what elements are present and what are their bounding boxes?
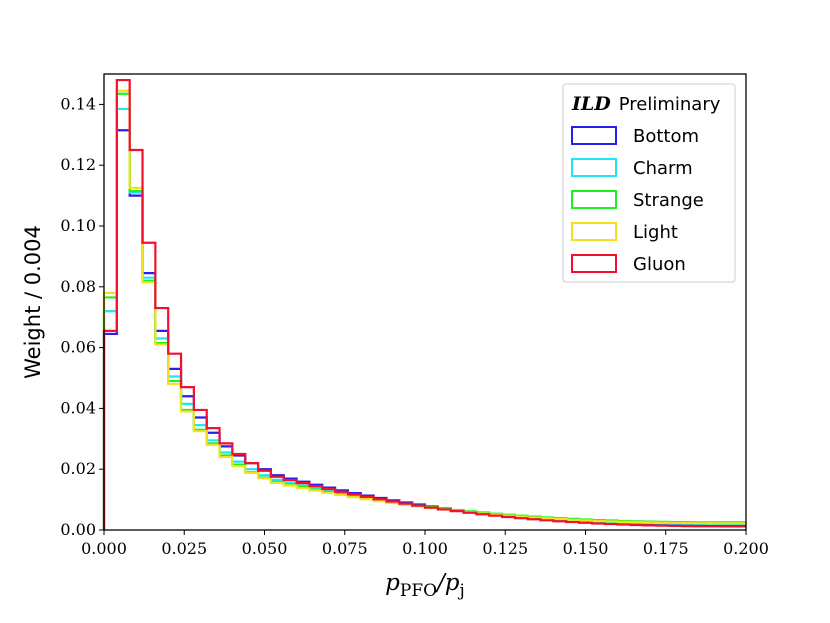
y-tick-label: 0.08 — [60, 277, 96, 296]
legend-label-light: Light — [633, 222, 678, 243]
x-tick-label: 0.150 — [563, 539, 609, 558]
legend-entries: Bottom Charm Strange Light Gluon — [571, 126, 704, 275]
x-tick-label: 0.125 — [482, 539, 528, 558]
legend-box — [562, 83, 736, 283]
legend-label-strange: Strange — [633, 190, 704, 211]
legend-swatch-light — [571, 222, 617, 241]
y-tick-label: 0.04 — [60, 398, 96, 417]
series-gluon-line — [102, 78, 746, 530]
x-tick-label: 0.175 — [643, 539, 689, 558]
legend-swatch-charm — [571, 158, 617, 177]
x-tick-label: 0.050 — [242, 539, 288, 558]
x-label-j: j — [458, 581, 465, 601]
x-tick-label: 0.000 — [81, 539, 127, 558]
legend-swatch-bottom — [571, 126, 617, 145]
x-axis-label: pPFO/pj — [385, 570, 465, 601]
x-label-rest: /p — [435, 570, 460, 596]
legend-title-preliminary: Preliminary — [619, 94, 721, 115]
legend-label-charm: Charm — [633, 158, 693, 179]
y-tick-label: 0.14 — [60, 94, 96, 113]
legend-swatch-gluon — [571, 254, 617, 273]
legend-title: ILD Preliminary — [571, 93, 721, 115]
x-tick-label: 0.200 — [723, 539, 769, 558]
y-axis: 0.00 0.02 0.04 0.06 0.08 0.10 0.12 0.14 — [60, 94, 104, 539]
legend-label-bottom: Bottom — [633, 126, 699, 147]
x-tick-label: 0.100 — [402, 539, 448, 558]
y-tick-label: 0.06 — [60, 338, 96, 357]
legend: ILD Preliminary Bottom Charm Strange Light Gl… — [562, 83, 736, 283]
legend-title-ild: ILD — [571, 93, 611, 115]
x-tick-label: 0.025 — [161, 539, 207, 558]
legend-swatch-strange — [571, 190, 617, 209]
plot-area — [102, 78, 746, 530]
x-tick-label: 0.075 — [322, 539, 368, 558]
y-tick-label: 0.10 — [60, 216, 96, 235]
y-tick-label: 0.00 — [60, 520, 96, 539]
legend-label-gluon: Gluon — [633, 254, 686, 275]
x-label-p: p — [385, 570, 400, 596]
x-label-pfo: PFO — [400, 581, 437, 601]
x-axis: 0.000 0.025 0.050 0.075 0.100 0.125 0.150 0.175… — [81, 530, 769, 558]
y-tick-label: 0.02 — [60, 459, 96, 478]
y-axis-label: Weight / 0.004 — [21, 225, 45, 379]
y-tick-label: 0.12 — [60, 155, 96, 174]
